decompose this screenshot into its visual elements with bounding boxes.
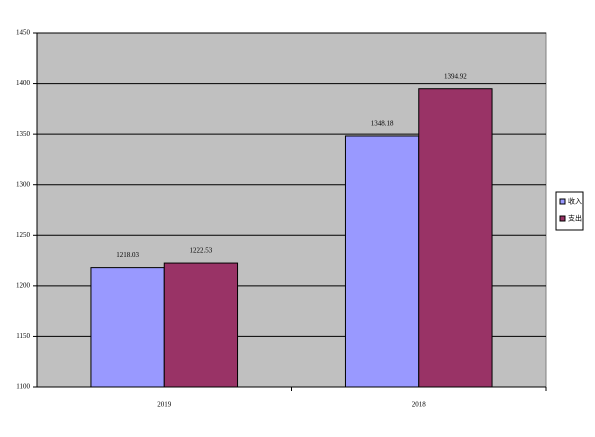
legend-label: 支出 — [568, 214, 582, 223]
bar — [90, 267, 165, 388]
bar — [418, 88, 493, 388]
value-label: 1394.92 — [444, 72, 467, 80]
value-label: 1348.18 — [371, 120, 394, 128]
bar — [344, 135, 420, 388]
y-tick-label: 1350 — [16, 130, 31, 138]
legend-swatch — [559, 198, 566, 205]
y-tick-label: 1100 — [16, 383, 30, 391]
value-label: 1218.03 — [116, 251, 139, 259]
y-tick-label: 1300 — [16, 180, 31, 188]
legend-swatch — [559, 215, 566, 222]
y-tick-label: 1150 — [16, 332, 30, 340]
x-tick-label: 2019 — [157, 401, 172, 409]
y-tick-label: 1400 — [16, 79, 31, 87]
y-tick-label: 1250 — [16, 231, 31, 239]
y-tick-label: 1450 — [16, 29, 31, 37]
legend-label: 收入 — [568, 197, 582, 206]
legend-box — [555, 191, 584, 231]
x-tick-label: 2018 — [412, 401, 427, 409]
y-tick-label: 1200 — [16, 281, 31, 289]
bar — [163, 262, 239, 388]
value-label: 1222.53 — [190, 247, 213, 255]
